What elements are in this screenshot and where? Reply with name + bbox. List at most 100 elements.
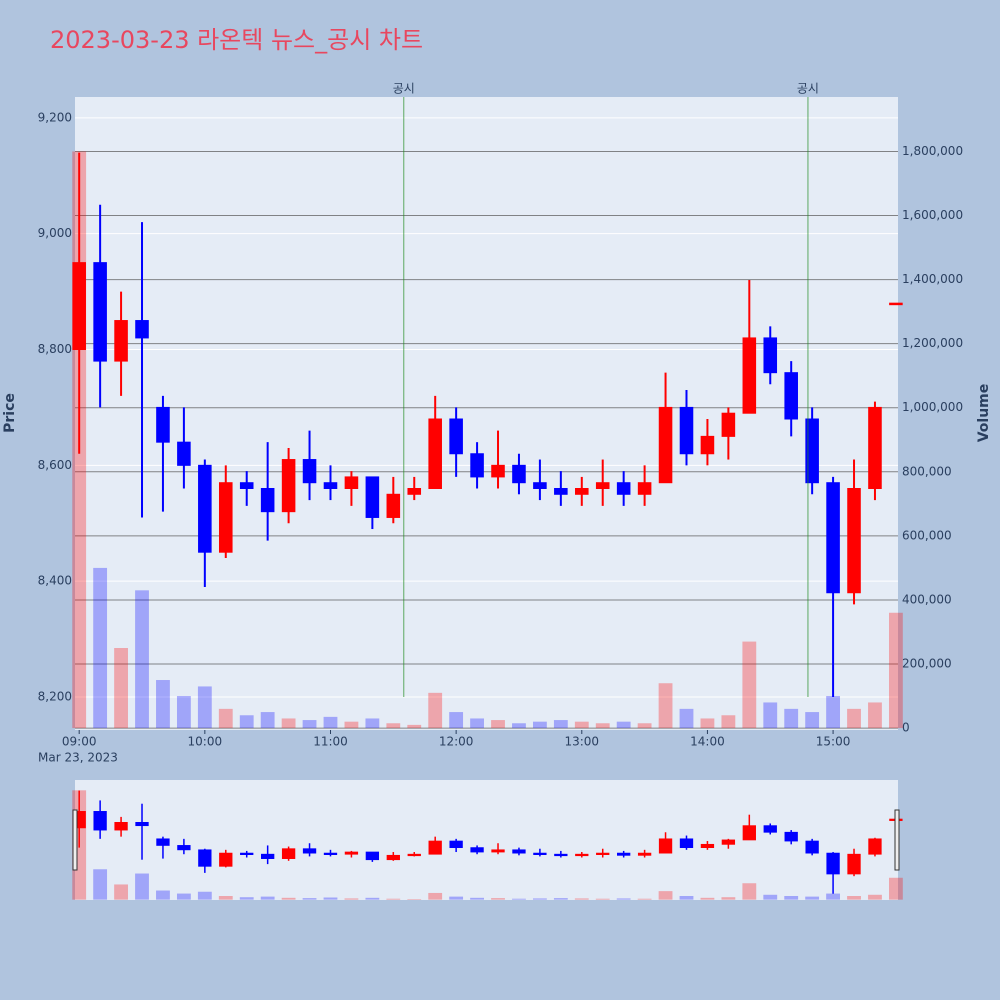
candle-body — [156, 406, 170, 443]
candle-body — [868, 838, 882, 855]
volume-bar — [114, 647, 128, 729]
candle-body — [617, 852, 631, 856]
candle-body — [554, 487, 568, 495]
y-axis-title: Price — [2, 393, 18, 433]
candle-body — [177, 441, 191, 466]
candle-body — [721, 412, 736, 437]
candle-body — [156, 838, 170, 846]
candle-body — [407, 853, 421, 857]
volume-bar — [553, 720, 568, 729]
candle-body — [491, 849, 505, 853]
x-tick-label: 12:00 — [439, 735, 474, 749]
candle-body — [847, 853, 861, 875]
y2-tick-label: 600,000 — [902, 528, 952, 542]
volume-bar — [344, 898, 359, 900]
rangeslider-bg — [75, 780, 898, 900]
y2-tick-label: 1,400,000 — [902, 272, 963, 286]
candle-body — [302, 848, 317, 854]
volume-bar — [532, 721, 547, 729]
chart-title: 2023-03-23 라온텍 뉴스_공시 차트 — [50, 26, 423, 54]
candle-body — [533, 482, 547, 489]
candle-body — [805, 418, 819, 484]
volume-bar — [365, 897, 380, 900]
candle-body — [868, 406, 882, 489]
candle-body — [637, 852, 652, 856]
candle-body — [281, 848, 296, 859]
candle-body — [198, 464, 212, 553]
volume-bar — [281, 897, 296, 900]
candle-body — [365, 851, 380, 861]
candle-body — [261, 853, 275, 859]
candle-body — [407, 487, 422, 495]
volume-bar — [344, 721, 359, 729]
volume-bar — [407, 899, 422, 900]
volume-bar — [386, 898, 401, 900]
candle-body — [344, 476, 359, 489]
candle-body — [575, 853, 589, 857]
volume-bar — [742, 641, 757, 729]
volume-bar — [197, 891, 212, 900]
candle-body — [323, 482, 338, 489]
candle-body — [302, 459, 317, 484]
y2-tick-label: 1,000,000 — [902, 400, 963, 414]
candle-body — [135, 822, 149, 827]
candle-body — [72, 262, 86, 351]
y-tick-label: 8,400 — [38, 574, 72, 588]
candle-body — [512, 849, 526, 854]
volume-bar — [574, 898, 589, 900]
volume-bar — [826, 893, 840, 900]
volume-bar — [512, 898, 526, 900]
x-tick-label: 15:00 — [816, 735, 851, 749]
volume-bar — [239, 897, 254, 900]
y2-tick-label: 1,200,000 — [902, 336, 963, 350]
plot-area — [75, 97, 898, 730]
candle-body — [763, 337, 778, 374]
candle-body — [365, 476, 380, 518]
candle-body — [847, 487, 861, 594]
volume-bar — [784, 895, 799, 900]
volume-bar — [595, 898, 610, 900]
candle-body — [742, 825, 756, 841]
candle-body — [491, 464, 505, 478]
candle-body — [554, 853, 568, 857]
volume-bar — [721, 715, 736, 729]
candle-body — [826, 852, 840, 875]
volume-bar — [491, 720, 505, 729]
x-tick-label: 10:00 — [188, 735, 223, 749]
candle-body — [449, 840, 463, 849]
volume-bar — [868, 702, 882, 729]
y-tick-label: 8,800 — [38, 342, 72, 356]
volume-bar — [763, 702, 778, 729]
volume-bar — [658, 891, 673, 900]
candle-body — [114, 822, 128, 831]
volume-bar — [281, 718, 296, 729]
candle-body — [470, 847, 484, 853]
volume-bar — [239, 715, 254, 729]
volume-bar — [302, 898, 317, 900]
volume-bar — [553, 898, 568, 900]
candle-body — [281, 459, 296, 513]
volume-bar — [679, 895, 694, 900]
candle-body — [344, 851, 359, 855]
candle-body — [784, 372, 798, 420]
candle-body — [428, 840, 442, 855]
volume-bar — [386, 723, 401, 729]
candle-body — [721, 839, 736, 845]
y2-tick-label: 200,000 — [902, 657, 952, 671]
candle-body — [533, 852, 547, 855]
y-tick-label: 8,200 — [38, 689, 72, 703]
volume-bar — [365, 718, 380, 729]
candle-body — [637, 482, 652, 495]
volume-bar — [700, 897, 715, 900]
volume-bar — [700, 718, 715, 729]
candle-body — [260, 487, 275, 513]
rangeslider-handle[interactable] — [72, 809, 78, 871]
volume-bar — [323, 897, 338, 900]
volume-bar — [721, 897, 736, 900]
candle-body — [616, 482, 631, 495]
volume-bar — [176, 893, 191, 900]
volume-bar — [888, 877, 903, 900]
candle-body — [700, 843, 715, 849]
rangeslider-handle[interactable] — [894, 809, 900, 871]
volume-bar — [470, 897, 484, 900]
